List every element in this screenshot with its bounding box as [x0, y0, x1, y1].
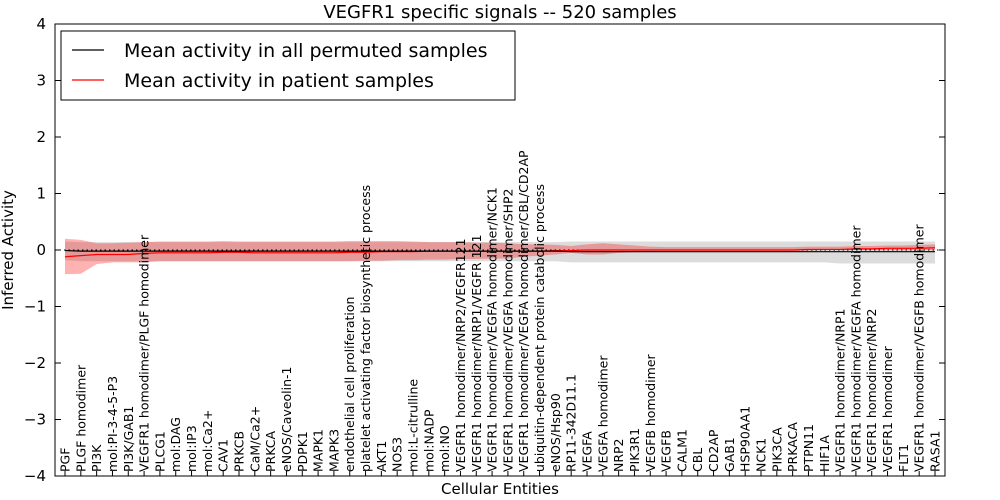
entity-label: NRP2 — [611, 438, 626, 472]
entity-label: PIK3CA — [769, 427, 784, 472]
entity-label: CD2AP — [706, 429, 721, 472]
entity-label: VEGFR1 homodimer/VEGFA homodimer — [848, 225, 863, 472]
entity-label: PLGF homodimer — [73, 364, 88, 472]
entity-label: VEGFA homodimer — [595, 355, 610, 472]
entity-label: VEGFR1 homodimer — [880, 345, 895, 472]
entity-label: PLCG1 — [152, 431, 167, 472]
line-permuted — [64, 249, 935, 253]
plot-frame — [54, 23, 946, 477]
x-axis-label: Cellular Entities — [441, 480, 559, 498]
legend: Mean activity in all permuted samples Me… — [60, 30, 516, 101]
entity-label: CAV1 — [216, 439, 231, 472]
entity-label: VEGFR1 homodimer/NRP1 — [833, 309, 848, 472]
entity-label: VEGFR1 homodimer/VEGFA homodimer/SHP2 — [500, 188, 515, 472]
entity-label: mol:L-citrulline — [406, 379, 421, 472]
entity-label: NOS3 — [390, 437, 405, 472]
entity-label: eNOS/Hsp90 — [548, 393, 563, 472]
y-tick-label: 4 — [36, 15, 46, 33]
entity-label: FLT1 — [896, 444, 911, 472]
entity-label: mol:PI-3-4-5-P3 — [105, 376, 120, 472]
entity-label: PDPK1 — [295, 431, 310, 472]
confidence-bands — [65, 238, 935, 275]
entity-label: mol:DAG — [168, 417, 183, 472]
entity-label: VEGFA — [580, 431, 595, 472]
entity-label: HIF1A — [817, 435, 832, 472]
entity-label: VEGFR1 homodimer/VEGFA homodimer/CBL/CD2… — [516, 150, 531, 472]
entity-label: VEGFB homodimer — [643, 353, 658, 472]
entity-label: AKT1 — [374, 441, 389, 472]
y-tick-label: 1 — [36, 185, 46, 203]
entity-label: PRKCB — [232, 431, 247, 472]
entity-label: PI3K/GAB1 — [121, 406, 136, 472]
entity-label: PI3K — [89, 444, 104, 472]
entity-label: VEGFR1 homodimer/VEGFA homodimer/NCK1 — [485, 187, 500, 472]
entity-labels: PGF PLGF homodimer PI3K mol:PI-3-4-5-P3 PI3K… — [58, 150, 943, 476]
entity-label: VEGFR1 homodimer/PLGF homodimer — [137, 234, 152, 472]
entity-label: PIK3R1 — [627, 428, 642, 472]
legend-label-patient: Mean activity in patient samples — [124, 70, 434, 92]
entity-label: NCK1 — [754, 438, 769, 472]
entity-label: eNOS/Caveolin-1 — [279, 367, 294, 472]
band-patient — [65, 238, 935, 275]
entity-label: HSP90AA1 — [738, 406, 753, 472]
entity-label: VEGFR1 homodimer/VEGFB homodimer — [912, 223, 927, 471]
entity-label: PRKCA — [263, 431, 278, 472]
entity-label: CaM/Ca2+ — [247, 406, 262, 472]
entity-label: platelet activating factor biosynthetic … — [358, 185, 373, 472]
entity-label: MAPK3 — [326, 429, 341, 472]
entity-label: endothelial cell proliferation — [342, 297, 357, 472]
y-axis-ticks: 4 3 2 1 0 −1 −2 −3 −4 — [24, 15, 945, 485]
entity-label: VEGFB — [659, 430, 674, 472]
y-tick-label: −4 — [24, 467, 46, 485]
series-lines — [55, 247, 945, 258]
y-tick-label: −2 — [24, 354, 46, 372]
entity-label: CALM1 — [674, 429, 689, 472]
band-permuted — [65, 241, 935, 264]
legend-box — [60, 30, 516, 101]
entity-label: PTPN11 — [801, 424, 816, 472]
entity-label: RASA1 — [928, 431, 943, 472]
y-tick-label: 3 — [36, 72, 46, 90]
entity-label: GAB1 — [722, 437, 737, 472]
y-tick-label: −3 — [24, 411, 46, 429]
entity-label: PRKACA — [785, 422, 800, 472]
entity-label: mol:Ca2+ — [200, 410, 215, 472]
legend-label-permuted: Mean activity in all permuted samples — [124, 40, 487, 62]
entity-label: mol:NO — [437, 425, 452, 472]
y-axis-label: Inferred Activity — [0, 190, 17, 310]
chart-title: VEGFR1 specific signals -- 520 samples — [323, 2, 676, 23]
y-tick-label: −1 — [24, 298, 46, 316]
entity-label: mol:IP3 — [184, 425, 199, 472]
y-tick-label: 0 — [36, 241, 46, 259]
entity-label: VEGFR1 homodimer/NRP2 — [864, 309, 879, 472]
entity-label: mol:NADP — [421, 409, 436, 472]
entity-label: RP11-342D11.1 — [564, 374, 579, 472]
entity-label: MAPK1 — [311, 429, 326, 472]
y-tick-label: 2 — [36, 128, 46, 146]
entity-label: PGF — [58, 448, 73, 472]
entity-label: VEGFR1 homodimer/NRP2/VEGFR121 — [453, 238, 468, 472]
entity-label: CBL — [690, 448, 705, 472]
entity-label: ubiquitin-dependent protein catabolic pr… — [532, 184, 547, 472]
entity-label: VEGFR1 homodimer/NRP1/VEGFR 121 — [469, 234, 484, 472]
